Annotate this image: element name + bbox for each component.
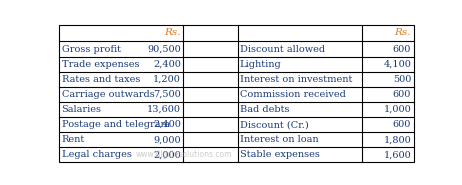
Text: 4,100: 4,100 (383, 60, 411, 69)
Text: 13,600: 13,600 (147, 105, 181, 114)
Text: Rates and taxes: Rates and taxes (61, 75, 140, 84)
Text: 600: 600 (393, 120, 411, 129)
Text: 1,800: 1,800 (383, 135, 411, 144)
Text: 600: 600 (393, 90, 411, 99)
Text: 9,000: 9,000 (153, 135, 181, 144)
Text: 90,500: 90,500 (147, 45, 181, 53)
Text: 2,400: 2,400 (153, 60, 181, 69)
Text: Stable expenses: Stable expenses (240, 150, 320, 159)
Text: 7,500: 7,500 (153, 90, 181, 99)
Text: Discount (Cr.): Discount (Cr.) (240, 120, 309, 129)
Text: Interest on investment: Interest on investment (240, 75, 352, 84)
Text: 1,200: 1,200 (153, 75, 181, 84)
Text: 2,400: 2,400 (153, 120, 181, 129)
Text: Interest on loan: Interest on loan (240, 135, 318, 144)
Text: Trade expenses: Trade expenses (61, 60, 139, 69)
Text: Bad debts: Bad debts (240, 105, 289, 114)
Text: Rs.: Rs. (164, 28, 181, 38)
Text: 1,000: 1,000 (383, 105, 411, 114)
Text: Carriage outwards: Carriage outwards (61, 90, 154, 99)
Text: 1,600: 1,600 (383, 150, 411, 159)
Text: Rent: Rent (61, 135, 85, 144)
Text: Rs.: Rs. (395, 28, 411, 38)
Text: Salaries: Salaries (61, 105, 102, 114)
Text: 2,000: 2,000 (153, 150, 181, 159)
Text: 500: 500 (393, 75, 411, 84)
Text: Legal charges: Legal charges (61, 150, 132, 159)
Text: www.dlgclesolutions.com: www.dlgclesolutions.com (135, 150, 232, 159)
Text: Lighting: Lighting (240, 60, 282, 69)
Text: Commission received: Commission received (240, 90, 346, 99)
Text: Gross profit: Gross profit (61, 45, 121, 53)
Text: Discount allowed: Discount allowed (240, 45, 325, 53)
Text: Postage and telegram: Postage and telegram (61, 120, 170, 129)
Text: 600: 600 (393, 45, 411, 53)
